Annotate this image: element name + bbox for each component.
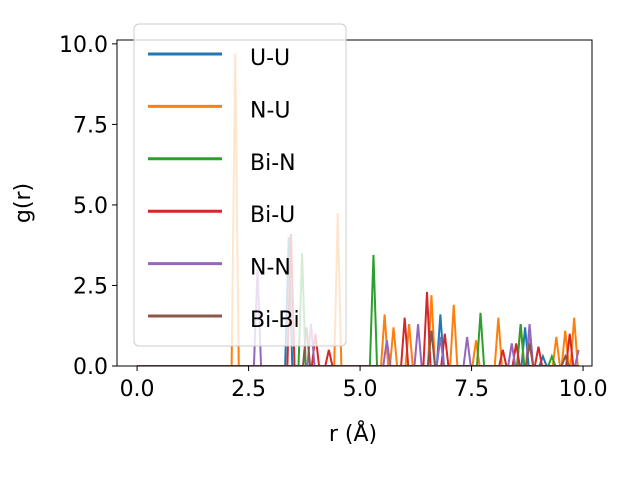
legend-label: Bi-Bi (250, 308, 300, 333)
legend-label: N-N (250, 256, 291, 281)
legend-box (133, 23, 347, 347)
line-series (137, 53, 579, 366)
y-tick-label: 0.0 (73, 355, 108, 380)
x-tick-label: 10.0 (559, 377, 608, 402)
y-tick-label: 7.5 (73, 113, 108, 138)
x-axis-label: r (Å) (329, 420, 377, 447)
plot-frame (116, 39, 593, 367)
x-tick-label: 7.5 (454, 377, 489, 402)
y-tick-label: 5.0 (73, 194, 108, 219)
x-tick-label: 0.0 (120, 377, 155, 402)
x-tick-label: 5.0 (343, 377, 378, 402)
legend-label: Bi-N (250, 151, 296, 176)
y-tick-label: 2.5 (73, 274, 108, 299)
y-tick-label: 10.0 (59, 33, 108, 58)
legend-label: N-U (250, 98, 291, 123)
x-tick-label: 2.5 (231, 377, 266, 402)
y-axis-label: g(r) (11, 183, 36, 223)
legend-label: U-U (250, 46, 290, 71)
legend-label: Bi-U (250, 203, 295, 228)
